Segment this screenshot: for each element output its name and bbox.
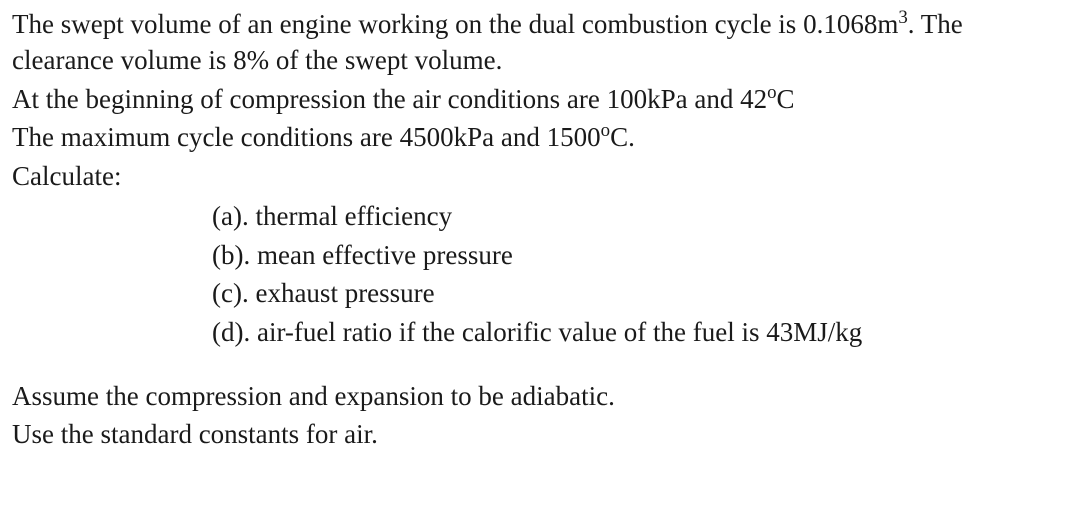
question-list: (a). thermal efficiency (b). mean effect… [212,198,1065,350]
intro-line-2-pre: At the beginning of compression the air … [12,84,767,114]
item-d: (d). air-fuel ratio if the calorific val… [212,314,1065,350]
item-c: (c). exhaust pressure [212,275,1065,311]
intro-line-3-pre: The maximum cycle conditions are 4500kPa… [12,122,601,152]
intro-line-2-sup: o [767,82,776,103]
intro-line-3-sup: o [601,120,610,141]
intro-block: The swept volume of an engine working on… [12,6,1065,194]
intro-line-3: The maximum cycle conditions are 4500kPa… [12,119,1065,155]
footer-line-2: Use the standard constants for air. [12,416,1065,452]
intro-line-2-post: C [777,84,795,114]
footer-block: Assume the compression and expansion to … [12,378,1065,453]
item-a: (a). thermal efficiency [212,198,1065,234]
footer-line-1: Assume the compression and expansion to … [12,378,1065,414]
intro-line-1-sup: 3 [898,7,907,28]
intro-line-1: The swept volume of an engine working on… [12,6,1065,79]
intro-line-2: At the beginning of compression the air … [12,81,1065,117]
problem-page: The swept volume of an engine working on… [0,0,1077,453]
item-b: (b). mean effective pressure [212,237,1065,273]
intro-line-3-post: C. [610,122,635,152]
intro-line-4: Calculate: [12,158,1065,194]
intro-line-1-pre: The swept volume of an engine working on… [12,9,898,39]
